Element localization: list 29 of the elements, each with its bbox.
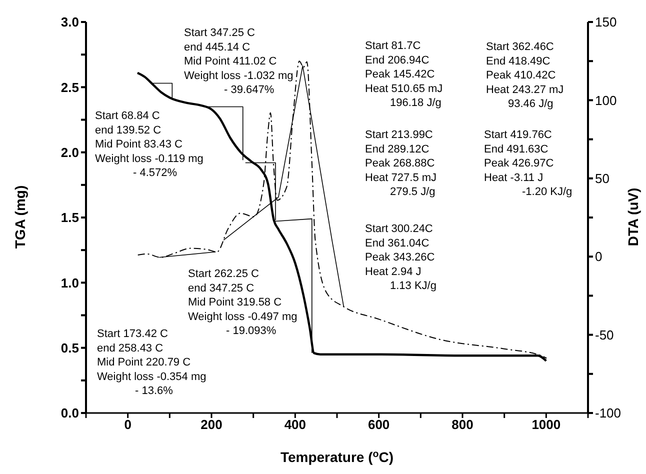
y-tick-label: 0.5 <box>60 340 79 356</box>
annotation: Start 419.76C End 491.63C Peak 426.97C Heat -3.11 J -1.20 KJ/g <box>484 129 572 198</box>
x-tick-label: 800 <box>452 417 474 432</box>
y2-tick-label: 50 <box>595 171 610 186</box>
x-tick-label: 0 <box>124 417 132 432</box>
y-tick-label: 3.0 <box>60 14 79 30</box>
y2-tick-label: 100 <box>595 92 617 108</box>
y-axis-title: TGA (mg) <box>12 185 28 249</box>
x-tick-label: 600 <box>368 417 390 432</box>
y2-tick-label: 0 <box>595 249 602 264</box>
y-tick-label: 1.5 <box>60 210 79 226</box>
y-tick-label: 0.0 <box>60 406 79 421</box>
y2-axis-title: DTA (uV) <box>625 188 641 246</box>
annotation: Start 300.24C End 361.04C Peak 343.26C Heat 2.94 J 1.13 KJ/g <box>365 223 436 292</box>
x-axis-title: Temperature ($^{o}$C) <box>280 448 394 465</box>
y2-tick-label: -100 <box>595 406 622 421</box>
x-tick-label: 400 <box>284 417 306 432</box>
y2-tick-label: 150 <box>595 14 617 30</box>
x-tick-label: 200 <box>200 417 222 432</box>
y-tick-label: 1.0 <box>60 275 79 290</box>
x-tick-label: 1000 <box>532 417 561 432</box>
annotation: Start 213.99C End 289.12C Peak 268.88C Heat 727.5 mJ 279.5 J/g <box>365 129 437 198</box>
y-tick-label: 2.5 <box>60 80 79 95</box>
y2-tick-label: -50 <box>595 327 614 342</box>
annotation: Start 68.84 C end 139.52 C Mid Point 83.43 C Weight loss -0.119 mg - 4.572% <box>95 110 204 180</box>
y-tick-label: 2.0 <box>60 144 79 160</box>
annotation: Start 81.7C End 206.94C Peak 145.42C Heat 510.65 mJ 196.18 J/g <box>365 40 443 110</box>
annotation: Start 347.25 C end 445.14 C Mid Point 411.02 C Weight loss -1.032 mg - 39.647% <box>184 27 294 96</box>
annotation: Start 362.46C End 418.49C Peak 410.42C Heat 243.27 mJ 93.46 J/g <box>486 41 564 110</box>
